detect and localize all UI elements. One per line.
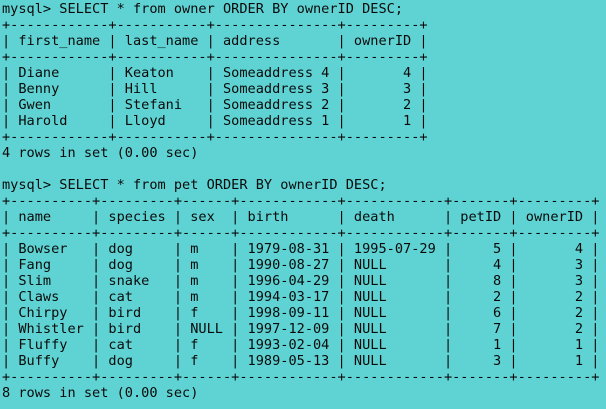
pet-table-bottom-border: +----------+---------+------+-----------…	[2, 369, 600, 385]
owner-row-count: 4 rows in set (0.00 sec)	[2, 145, 199, 161]
owner-table-row: | Benny | Hill | Someaddress 3 | 3 |	[2, 81, 428, 97]
pet-table-row: | Chirpy | bird | f | 1998-09-11 | NULL …	[2, 305, 600, 321]
pet-row-count: 8 rows in set (0.00 sec)	[2, 385, 199, 401]
owner-table-row: | Harold | Lloyd | Someaddress 1 | 1 |	[2, 113, 428, 129]
blank-line	[0, 161, 606, 177]
mysql-prompt-pet-query: mysql> SELECT * from pet ORDER BY ownerI…	[2, 177, 387, 193]
pet-table-top-border: +----------+---------+------+-----------…	[2, 193, 600, 209]
mysql-prompt-owner-query: mysql> SELECT * from owner ORDER BY owne…	[2, 1, 404, 17]
owner-table-top-border: +------------+-----------+--------------…	[2, 17, 428, 33]
pet-table-row: | Fluffy | cat | f | 1993-02-04 | NULL |…	[2, 337, 600, 353]
owner-table-bottom-border: +------------+-----------+--------------…	[2, 129, 428, 145]
pet-table-row: | Fang | dog | m | 1990-08-27 | NULL | 4…	[2, 257, 600, 273]
pet-table-row: | Bowser | dog | m | 1979-08-31 | 1995-0…	[2, 241, 600, 257]
owner-table-row: | Diane | Keaton | Someaddress 4 | 4 |	[2, 65, 428, 81]
owner-table-header-border: +------------+-----------+--------------…	[2, 49, 428, 65]
pet-table-header-border: +----------+---------+------+-----------…	[2, 225, 600, 241]
owner-table-header: | first_name | last_name | address | own…	[2, 33, 428, 49]
owner-table-row: | Gwen | Stefani | Someaddress 2 | 2 |	[2, 97, 428, 113]
pet-table-row: | Claws | cat | m | 1994-03-17 | NULL | …	[2, 289, 600, 305]
pet-table-row: | Whistler | bird | NULL | 1997-12-09 | …	[2, 321, 600, 337]
pet-table-header: | name | species | sex | birth | death |…	[2, 209, 600, 225]
pet-table-row: | Slim | snake | m | 1996-04-29 | NULL |…	[2, 273, 600, 289]
pet-table-row: | Buffy | dog | f | 1989-05-13 | NULL | …	[2, 353, 600, 369]
